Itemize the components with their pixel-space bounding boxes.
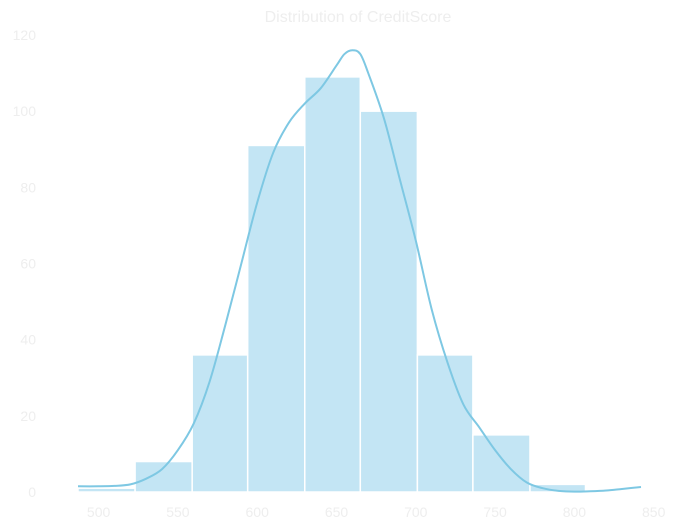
y-tick-label: 20 [20, 408, 36, 424]
x-tick-label: 700 [404, 504, 428, 520]
y-tick-label: 40 [20, 332, 36, 348]
chart-title: Distribution of CreditScore [265, 9, 452, 26]
x-tick-label: 600 [246, 504, 270, 520]
histogram-bar [77, 487, 136, 493]
x-tick-label: 550 [166, 504, 190, 520]
histogram-bar [246, 144, 306, 493]
histogram-bar [304, 76, 362, 493]
y-tick-label: 80 [20, 179, 36, 195]
y-tick-label: 100 [13, 103, 37, 119]
x-tick-label: 500 [87, 504, 111, 520]
kde-curve [77, 49, 642, 493]
x-tick-label: 650 [325, 504, 349, 520]
y-tick-label: 60 [20, 256, 36, 272]
x-tick-label: 850 [642, 504, 666, 520]
y-tick-label: 120 [13, 27, 37, 43]
histogram-bar [134, 460, 193, 493]
histogram-bar [416, 354, 474, 493]
y-tick-label: 0 [28, 484, 36, 500]
y-axis: 0 20 40 60 80 100 120 [13, 27, 37, 500]
histogram-bar [191, 354, 249, 493]
histogram-bar [472, 434, 531, 493]
histogram-bar [359, 110, 419, 493]
histogram-bar [529, 483, 587, 493]
histogram-bars [77, 76, 587, 493]
x-tick-label: 800 [563, 504, 587, 520]
x-axis: 500 550 600 650 700 750 800 850 [87, 504, 666, 520]
x-tick-label: 750 [483, 504, 507, 520]
